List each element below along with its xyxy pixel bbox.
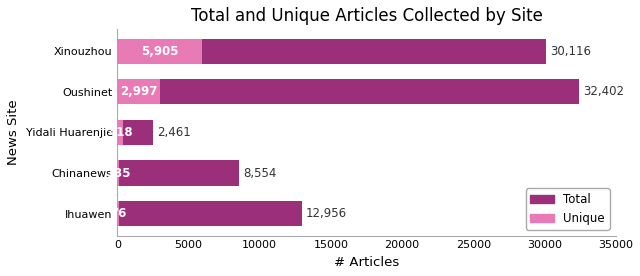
Legend: Total, Unique: Total, Unique <box>525 189 610 230</box>
Title: Total and Unique Articles Collected by Site: Total and Unique Articles Collected by S… <box>191 7 543 25</box>
Text: 2,997: 2,997 <box>120 85 157 98</box>
Text: 5,905: 5,905 <box>141 45 179 58</box>
Text: 32,402: 32,402 <box>583 85 624 98</box>
Text: 2,461: 2,461 <box>157 126 191 139</box>
Y-axis label: News Site: News Site <box>7 100 20 165</box>
Bar <box>118 79 160 104</box>
Bar <box>118 160 239 186</box>
Bar <box>118 160 120 186</box>
X-axis label: # Articles: # Articles <box>334 256 399 269</box>
Bar <box>118 120 152 145</box>
Text: 12,956: 12,956 <box>306 207 348 220</box>
Bar <box>118 201 302 226</box>
Text: 30,116: 30,116 <box>550 45 591 58</box>
Text: 76: 76 <box>110 207 126 220</box>
Text: 418: 418 <box>108 126 132 139</box>
Text: 135: 135 <box>106 166 131 180</box>
Bar <box>118 39 202 64</box>
Bar <box>118 120 124 145</box>
Text: 8,554: 8,554 <box>243 166 277 180</box>
Bar <box>118 39 546 64</box>
Bar <box>118 79 579 104</box>
